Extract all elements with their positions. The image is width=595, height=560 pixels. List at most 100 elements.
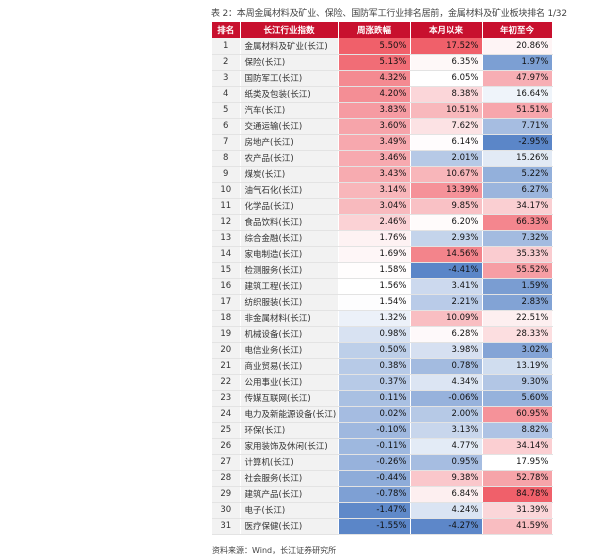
table-row: 2 保险(长江) 5.13% 6.35% 1.97% — [212, 54, 553, 71]
rank-cell: 21 — [212, 358, 241, 375]
industry-name-cell: 电子(长江) — [240, 502, 339, 519]
industry-name-cell: 家用装饰及休闲(长江) — [240, 438, 339, 455]
industry-name-cell: 社会服务(长江) — [240, 470, 339, 487]
industry-name-cell: 煤炭(长江) — [240, 166, 339, 183]
week-change-cell: 3.14% — [338, 182, 411, 199]
table-row: 17 纺织服装(长江) 1.54% 2.21% 2.83% — [212, 294, 553, 311]
table-row: 24 电力及新能源设备(长江) 0.02% 2.00% 60.95% — [212, 406, 553, 423]
ytd-change-cell: 15.26% — [482, 150, 553, 167]
week-change-cell: 1.58% — [338, 262, 411, 279]
rank-cell: 22 — [212, 374, 241, 391]
rank-cell: 5 — [212, 102, 241, 119]
month-change-cell: 4.77% — [410, 438, 483, 455]
ytd-change-cell: 13.19% — [482, 358, 553, 375]
rank-cell: 9 — [212, 166, 241, 183]
rank-cell: 27 — [212, 454, 241, 471]
rank-cell: 26 — [212, 438, 241, 455]
week-change-cell: 1.56% — [338, 278, 411, 295]
week-change-cell: 0.37% — [338, 374, 411, 391]
month-change-cell: 8.38% — [410, 86, 483, 103]
week-change-cell: -0.78% — [338, 486, 411, 503]
rank-cell: 19 — [212, 326, 241, 343]
industry-name-cell: 商业贸易(长江) — [240, 358, 339, 375]
rank-cell: 13 — [212, 230, 241, 247]
week-change-cell: 5.13% — [338, 54, 411, 71]
ytd-change-cell: 84.78% — [482, 486, 553, 503]
table-row: 20 电信业务(长江) 0.50% 3.98% 3.02% — [212, 342, 553, 359]
rank-cell: 18 — [212, 310, 241, 327]
rank-cell: 12 — [212, 214, 241, 231]
week-change-cell: 1.76% — [338, 230, 411, 247]
industry-name-cell: 传媒互联网(长江) — [240, 390, 339, 407]
header-month-to-date: 本月以来 — [410, 22, 483, 38]
week-change-cell: 3.43% — [338, 166, 411, 183]
month-change-cell: 17.52% — [410, 38, 483, 55]
month-change-cell: 0.95% — [410, 454, 483, 471]
table-row: 7 房地产(长江) 3.49% 6.14% -2.95% — [212, 134, 553, 151]
table-row: 19 机械设备(长江) 0.98% 6.28% 28.33% — [212, 326, 553, 343]
week-change-cell: 3.04% — [338, 198, 411, 215]
month-change-cell: 14.56% — [410, 246, 483, 263]
rank-cell: 2 — [212, 54, 241, 71]
table-row: 8 农产品(长江) 3.46% 2.01% 15.26% — [212, 150, 553, 167]
header-year-to-date: 年初至今 — [482, 22, 553, 38]
industry-name-cell: 农产品(长江) — [240, 150, 339, 167]
ytd-change-cell: 52.78% — [482, 470, 553, 487]
table-row: 21 商业贸易(长江) 0.38% 0.78% 13.19% — [212, 358, 553, 375]
month-change-cell: 13.39% — [410, 182, 483, 199]
ytd-change-cell: 5.22% — [482, 166, 553, 183]
week-change-cell: 0.38% — [338, 358, 411, 375]
table-row: 1 金属材料及矿业(长江) 5.50% 17.52% 20.86% — [212, 38, 553, 55]
industry-name-cell: 食品饮料(长江) — [240, 214, 339, 231]
ytd-change-cell: 3.02% — [482, 342, 553, 359]
table-row: 16 建筑工程(长江) 1.56% 3.41% 1.59% — [212, 278, 553, 295]
table-row: 28 社会服务(长江) -0.44% 9.38% 52.78% — [212, 470, 553, 487]
rank-cell: 3 — [212, 70, 241, 87]
week-change-cell: -0.10% — [338, 422, 411, 439]
rank-cell: 24 — [212, 406, 241, 423]
month-change-cell: 2.93% — [410, 230, 483, 247]
ytd-change-cell: 60.95% — [482, 406, 553, 423]
rank-cell: 8 — [212, 150, 241, 167]
table-row: 13 综合金融(长江) 1.76% 2.93% 7.32% — [212, 230, 553, 247]
rank-cell: 17 — [212, 294, 241, 311]
industry-name-cell: 建筑工程(长江) — [240, 278, 339, 295]
month-change-cell: 10.67% — [410, 166, 483, 183]
table-row: 14 家电制造(长江) 1.69% 14.56% 35.33% — [212, 246, 553, 263]
month-change-cell: 9.85% — [410, 198, 483, 215]
rank-cell: 25 — [212, 422, 241, 439]
industry-name-cell: 金属材料及矿业(长江) — [240, 38, 339, 55]
industry-name-cell: 国防军工(长江) — [240, 70, 339, 87]
month-change-cell: 4.34% — [410, 374, 483, 391]
week-change-cell: 0.11% — [338, 390, 411, 407]
rank-cell: 7 — [212, 134, 241, 151]
week-change-cell: 3.83% — [338, 102, 411, 119]
ytd-change-cell: 47.97% — [482, 70, 553, 87]
ytd-change-cell: 34.17% — [482, 198, 553, 215]
rank-cell: 10 — [212, 182, 241, 199]
month-change-cell: 6.35% — [410, 54, 483, 71]
table-row: 11 化学品(长江) 3.04% 9.85% 34.17% — [212, 198, 553, 215]
month-change-cell: 3.41% — [410, 278, 483, 295]
week-change-cell: 1.69% — [338, 246, 411, 263]
ytd-change-cell: 7.71% — [482, 118, 553, 135]
week-change-cell: -0.44% — [338, 470, 411, 487]
table-row: 5 汽车(长江) 3.83% 10.51% 51.51% — [212, 102, 553, 119]
industry-name-cell: 房地产(长江) — [240, 134, 339, 151]
industry-name-cell: 环保(长江) — [240, 422, 339, 439]
ytd-change-cell: 16.64% — [482, 86, 553, 103]
industry-name-cell: 机械设备(长江) — [240, 326, 339, 343]
month-change-cell: 6.05% — [410, 70, 483, 87]
industry-name-cell: 公用事业(长江) — [240, 374, 339, 391]
table-body: 1 金属材料及矿业(长江) 5.50% 17.52% 20.86% 2 保险(长江) 5.13… — [212, 38, 553, 535]
rank-cell: 16 — [212, 278, 241, 295]
week-change-cell: 3.60% — [338, 118, 411, 135]
week-change-cell: 4.32% — [338, 70, 411, 87]
industry-name-cell: 纸类及包装(长江) — [240, 86, 339, 103]
table-row: 12 食品饮料(长江) 2.46% 6.20% 66.33% — [212, 214, 553, 231]
table-row: 27 计算机(长江) -0.26% 0.95% 17.95% — [212, 454, 553, 471]
table-row: 31 医疗保健(长江) -1.55% -4.27% 41.59% — [212, 518, 553, 535]
ytd-change-cell: 51.51% — [482, 102, 553, 119]
industry-name-cell: 非金属材料(长江) — [240, 310, 339, 327]
industry-name-cell: 家电制造(长江) — [240, 246, 339, 263]
